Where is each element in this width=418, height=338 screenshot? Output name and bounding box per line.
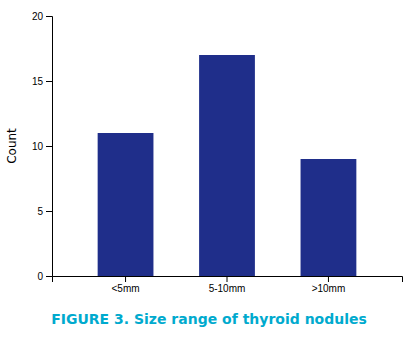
tick-mark xyxy=(46,81,52,82)
tick: >10mm xyxy=(312,276,346,294)
tick-mark xyxy=(328,276,329,282)
axis-line xyxy=(46,17,53,277)
tick-label: 5 xyxy=(37,206,43,217)
axis-title: Count xyxy=(5,128,19,164)
x-axis: <5mm 5-10mm >10mm xyxy=(53,276,403,294)
bars xyxy=(98,55,357,276)
bar xyxy=(98,133,154,276)
tick: <5mm xyxy=(112,276,140,294)
tick-mark xyxy=(46,211,52,212)
tick-mark xyxy=(227,276,228,282)
axis-line xyxy=(53,277,403,283)
bar xyxy=(199,55,255,276)
tick: 10 xyxy=(32,141,52,152)
tick-label: 15 xyxy=(32,76,44,87)
plot: 0 5 10 15 20 <5mm 5-10mm >10mm xyxy=(32,11,403,294)
title: FIGURE 3. Size range of thyroid nodules xyxy=(51,311,367,327)
tick-mark xyxy=(125,276,126,282)
tick-label: 5-10mm xyxy=(209,283,246,294)
tick: 5 xyxy=(37,206,52,217)
tick-mark xyxy=(46,146,52,147)
tick: 0 xyxy=(37,271,52,282)
tick-label: 0 xyxy=(37,271,43,282)
tick: 15 xyxy=(32,76,52,87)
tick-label: 10 xyxy=(32,141,44,152)
y-axis: 0 5 10 15 20 xyxy=(32,11,53,282)
tick-label: <5mm xyxy=(112,283,140,294)
tick-label: >10mm xyxy=(312,283,346,294)
tick: 20 xyxy=(32,11,52,22)
tick-mark xyxy=(46,16,52,17)
tick-mark xyxy=(46,276,52,277)
chart: 0 5 10 15 20 <5mm 5-10mm >10mm Count FIGURE 3. Si… xyxy=(0,0,418,338)
tick-label: 20 xyxy=(32,11,44,22)
tick: 5-10mm xyxy=(209,276,246,294)
bar xyxy=(301,159,357,276)
